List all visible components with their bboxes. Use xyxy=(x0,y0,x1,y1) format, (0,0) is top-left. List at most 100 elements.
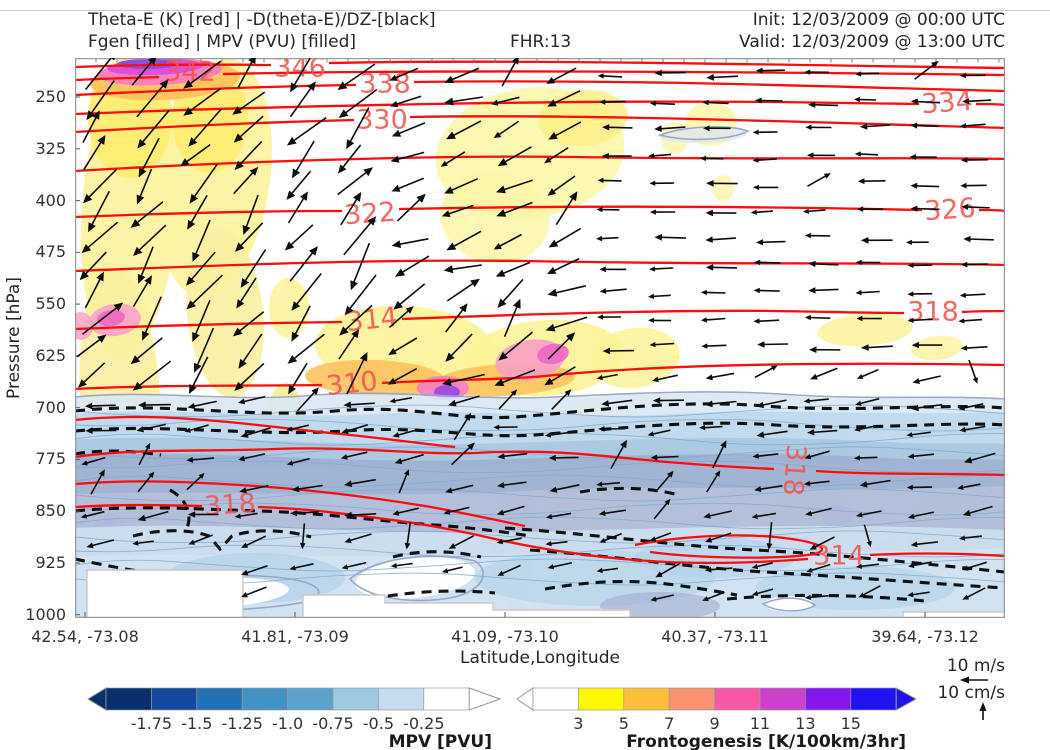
wind-arrow xyxy=(550,562,572,569)
theta-e-contour-label: 322 xyxy=(343,197,397,232)
wind-arrow xyxy=(291,58,311,89)
wind-arrow xyxy=(139,109,170,146)
wind-arrow xyxy=(346,355,367,395)
wind-arrow-head xyxy=(962,509,971,517)
wind-arrow xyxy=(296,389,317,412)
wind-arrow-head xyxy=(235,242,245,252)
wind-arrow-head xyxy=(113,302,124,312)
wind-arrow-head xyxy=(545,513,553,520)
colorbar-tick-label: -0.75 xyxy=(312,714,353,733)
wind-arrow xyxy=(84,221,119,251)
wind-arrow xyxy=(394,151,425,161)
wind-arrow xyxy=(549,67,577,83)
wind-arrow-head xyxy=(647,431,654,437)
wind-arrow xyxy=(292,563,314,570)
wind-arrow-head xyxy=(510,389,518,396)
wind-arrow-head xyxy=(470,278,480,288)
wind-arrow xyxy=(547,366,576,384)
wind-arrow-head xyxy=(650,454,658,461)
wind-arrow-head xyxy=(248,58,256,65)
wind-arrow-head xyxy=(240,278,250,288)
wind-arrow-head xyxy=(649,209,656,215)
wind-arrow-head xyxy=(855,400,862,406)
wind-arrow xyxy=(396,283,426,308)
wind-arrow xyxy=(859,563,879,568)
wind-arrow-head xyxy=(702,99,709,106)
colorbar-title: Frontogenesis [K/100km/3hr] xyxy=(626,732,906,750)
wind-arrow xyxy=(240,333,263,366)
wind-arrow-head xyxy=(855,563,863,569)
wind-arrow xyxy=(704,344,727,347)
y-tick-label: 250 xyxy=(35,87,66,106)
wind-arrow xyxy=(289,249,316,282)
x-tick-label: 41.81, -73.09 xyxy=(241,627,349,646)
wind-arrow-head xyxy=(809,346,817,353)
wind-arrow-head xyxy=(957,484,964,490)
wind-arrow-head xyxy=(598,510,606,517)
y-tick-label: 400 xyxy=(35,190,66,210)
wind-arrow-head xyxy=(545,323,556,332)
wind-arrow-head xyxy=(363,167,373,177)
wind-arrow xyxy=(448,96,483,103)
wind-arrow-head xyxy=(751,513,758,519)
wind-arrow xyxy=(236,311,265,334)
wind-arrow-head xyxy=(83,193,93,204)
wind-arrow xyxy=(138,445,150,466)
wind-arrow-head xyxy=(802,208,809,214)
x-tick-label: 42.54, -73.08 xyxy=(31,627,139,646)
y-tick-label: 475 xyxy=(35,242,66,262)
wind-arrow-head xyxy=(803,398,810,404)
wind-arrow-head xyxy=(132,381,143,391)
wind-arrow-head xyxy=(138,401,146,409)
wind-arrow-head xyxy=(390,155,400,163)
wind-arrow-head xyxy=(96,271,104,282)
wind-arrow-head xyxy=(187,219,196,230)
contour-labels: 342346338334330322326314318310318318314 xyxy=(164,58,977,572)
wind-arrow-head xyxy=(192,332,200,342)
wind-arrow-head xyxy=(961,565,969,571)
fgen-fill-blob xyxy=(712,175,734,201)
wind-arrow-head xyxy=(137,514,146,522)
wind-arrow xyxy=(289,362,308,391)
wind-arrow xyxy=(348,513,377,517)
wind-arrow-head xyxy=(706,180,714,187)
wind-arrow xyxy=(962,535,983,540)
wind-arrow xyxy=(342,304,373,333)
wind-arrow xyxy=(244,427,271,437)
wind-arrow xyxy=(759,240,786,244)
wind-arrow-head xyxy=(648,317,655,323)
wind-arrow-head xyxy=(389,100,399,108)
wind-arrow xyxy=(602,100,626,103)
wind-arrow xyxy=(133,337,163,362)
wind-arrow xyxy=(446,280,477,302)
wind-arrow-head xyxy=(650,596,657,602)
wind-arrow xyxy=(188,194,208,226)
wind-arrow-head xyxy=(233,133,244,143)
wind-arrow xyxy=(494,96,520,105)
wind-arrow xyxy=(290,333,325,362)
wind-arrow xyxy=(451,535,475,548)
wind-arrow-head xyxy=(703,125,710,132)
wind-arrow-head xyxy=(705,537,713,543)
wind-arrow xyxy=(342,88,378,116)
wind-arrow xyxy=(444,566,463,573)
wind-arrow-head xyxy=(857,178,865,185)
wind-arrow xyxy=(599,373,618,379)
wind-arrow-head xyxy=(667,470,674,478)
wind-arrow xyxy=(806,398,829,402)
wind-arrow xyxy=(704,317,726,321)
wind-arrow xyxy=(500,564,521,576)
wind-arrow-head xyxy=(701,343,708,349)
wind-arrow xyxy=(301,523,306,546)
y-tick-label: 550 xyxy=(35,294,66,314)
wind-arrow-head xyxy=(958,405,965,411)
wind-arrow xyxy=(139,246,154,280)
wind-arrow-head xyxy=(909,154,916,160)
wind-arrow-head xyxy=(496,539,503,545)
wind-arrow xyxy=(395,177,425,191)
wind-arrow-head xyxy=(137,138,147,149)
wind-arrow-head xyxy=(648,293,655,299)
solid-gray-contour xyxy=(761,597,817,612)
wind-arrow-head xyxy=(931,60,939,68)
y-tick-label: 625 xyxy=(35,345,66,365)
